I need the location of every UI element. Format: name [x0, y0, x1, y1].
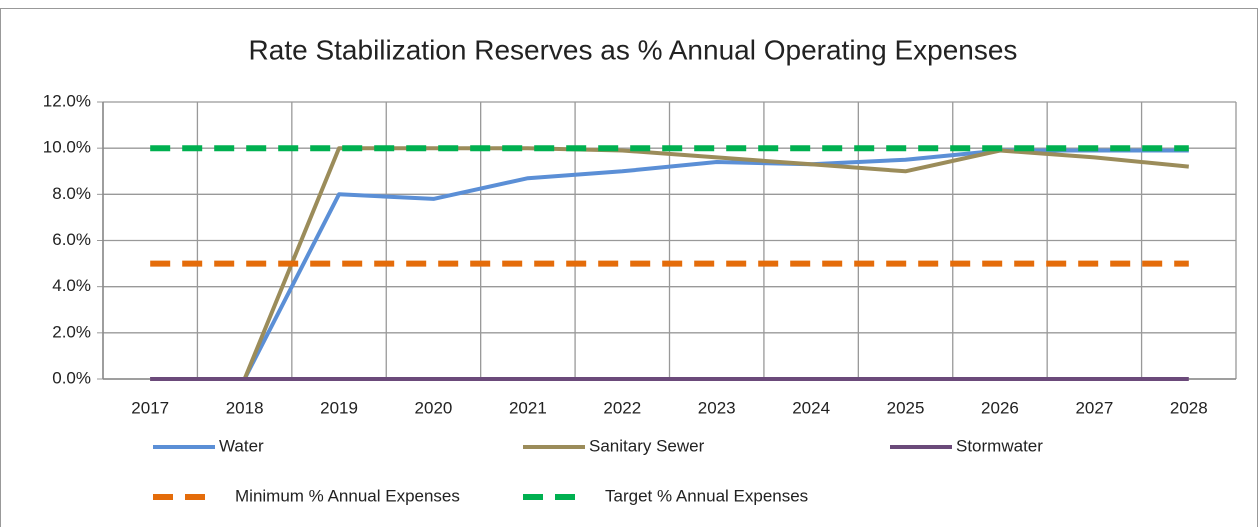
x-tick-label: 2027 — [1075, 398, 1113, 417]
y-tick-label: 2.0% — [52, 322, 91, 341]
y-tick-label: 6.0% — [52, 230, 91, 249]
legend-label: Stormwater — [956, 436, 1043, 455]
x-tick-label: 2017 — [131, 398, 169, 417]
y-tick-label: 0.0% — [52, 368, 91, 387]
x-tick-label: 2028 — [1170, 398, 1208, 417]
y-tick-label: 8.0% — [52, 184, 91, 203]
x-tick-label: 2018 — [226, 398, 264, 417]
series-line — [150, 146, 1189, 381]
y-tick-label: 12.0% — [43, 91, 91, 110]
chart-title: Rate Stabilization Reserves as % Annual … — [249, 34, 1018, 65]
x-tick-label: 2024 — [792, 398, 830, 417]
x-tick-label: 2023 — [698, 398, 736, 417]
y-tick-label: 4.0% — [52, 276, 91, 295]
x-tick-label: 2026 — [981, 398, 1019, 417]
legend-label: Sanitary Sewer — [589, 436, 705, 455]
x-tick-label: 2019 — [320, 398, 358, 417]
y-tick-label: 10.0% — [43, 138, 91, 157]
legend-label: Water — [219, 436, 264, 455]
legend-label: Minimum % Annual Expenses — [235, 486, 460, 505]
legend-label: Target % Annual Expenses — [605, 486, 808, 505]
x-tick-label: 2020 — [415, 398, 453, 417]
chart-frame — [0, 8, 1258, 527]
x-tick-label: 2021 — [509, 398, 547, 417]
x-tick-label: 2022 — [603, 398, 641, 417]
x-tick-label: 2025 — [887, 398, 925, 417]
